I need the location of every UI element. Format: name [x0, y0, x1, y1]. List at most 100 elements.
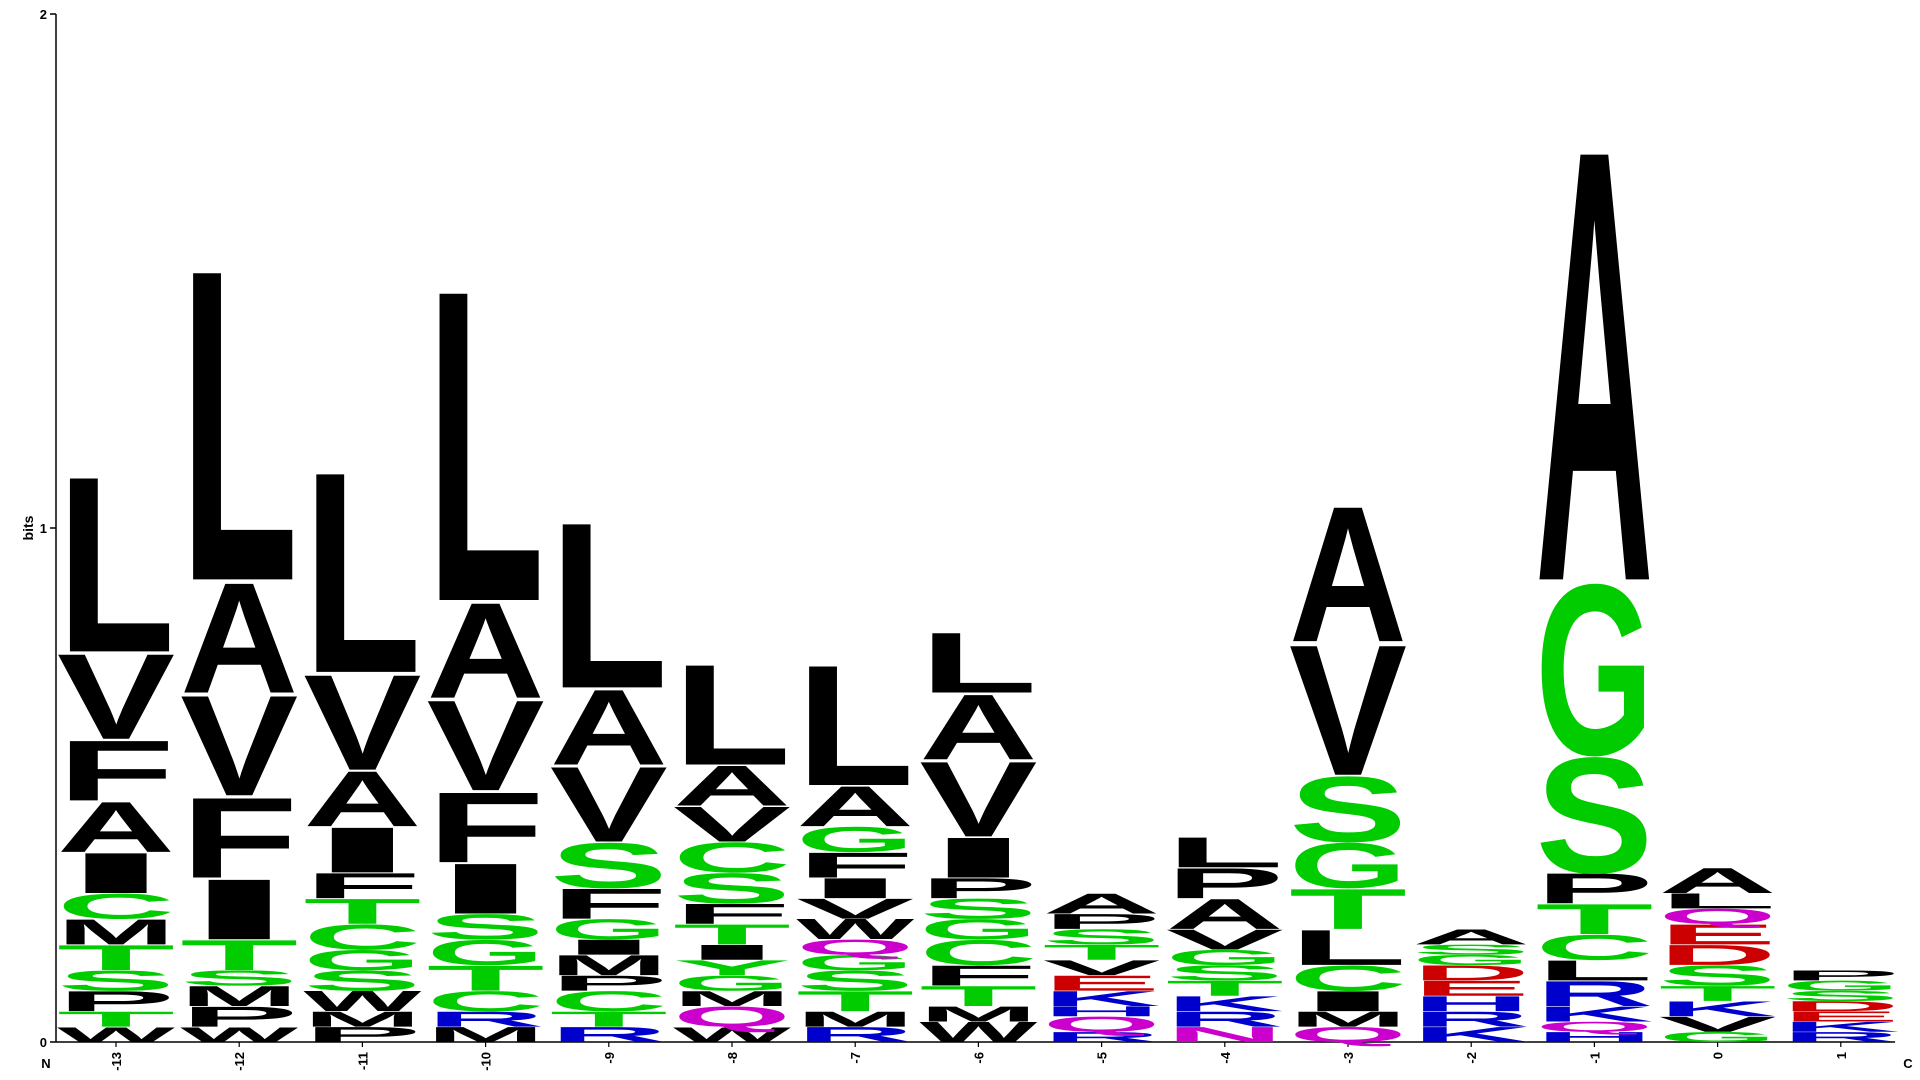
logo-letter: F [796, 845, 914, 885]
logo-letter: S [1535, 724, 1653, 908]
logo-letter: P [1166, 859, 1284, 907]
logo-letter: A [57, 787, 175, 867]
logo-letter: L [303, 411, 421, 733]
logo-letter: Q [1659, 904, 1777, 928]
logo-letter: A [550, 668, 668, 788]
logo-letter: P [303, 1023, 421, 1047]
logo-letter: A [1659, 861, 1777, 901]
logo-letter: Q [1043, 1012, 1161, 1036]
logo-letter: H [1535, 1029, 1653, 1045]
logo-letter: T [673, 919, 791, 951]
x-tick-label: -8 [725, 1052, 740, 1064]
logo-letter: T [1659, 982, 1777, 1006]
logo-letter: V [180, 666, 298, 826]
logo-letter: I [57, 841, 175, 905]
logo-letter: Y [673, 956, 791, 980]
logo-letter: G [1782, 978, 1900, 994]
logo-letter: M [796, 1007, 914, 1031]
logo-letter: A [1535, 20, 1653, 710]
logo-letter: S [1782, 988, 1900, 1004]
logo-letter: S [919, 893, 1037, 925]
logo-letter: G [796, 951, 914, 975]
logo-letter: S [796, 965, 914, 997]
x-tick-label: -10 [479, 1052, 494, 1071]
logo-letter: W [180, 1023, 298, 1047]
x-tick-label: -11 [355, 1052, 370, 1070]
logo-letter: M [550, 949, 668, 981]
logo-letter: T [1535, 895, 1653, 943]
logo-letter: M [673, 987, 791, 1011]
logo-letter: K [1166, 992, 1284, 1016]
logo-letter: I [427, 848, 545, 928]
x-tick-label: -9 [602, 1052, 617, 1064]
logo-letter: G [1412, 952, 1530, 968]
logo-letter: T [57, 1007, 175, 1031]
logo-letter: S [57, 965, 175, 997]
logo-letter: L [673, 635, 791, 795]
logo-letter: L [180, 176, 298, 674]
logo-letter: L [57, 425, 175, 705]
logo-letter: P [919, 872, 1037, 904]
logo-letter: V [673, 796, 791, 852]
logo-letter: E [1412, 976, 1530, 1000]
logo-letter: M [1289, 1007, 1407, 1031]
logo-letter: R [1412, 1007, 1530, 1031]
logo-letter: G [919, 913, 1037, 945]
logo-letter: F [673, 898, 791, 930]
y-tick-label: 0 [40, 1035, 47, 1050]
logo-letter: S [303, 965, 421, 997]
logo-letter: A [796, 774, 914, 838]
letter-stacks: WTPSTMCIAFVLWPMSTIFVALPMWSGCTFIAVLMRCTGS… [57, 20, 1900, 1048]
logo-letter: M [180, 980, 298, 1012]
logo-letter: G [550, 913, 668, 945]
logo-letter: M [919, 1002, 1037, 1026]
logo-letter: L [550, 473, 668, 738]
logo-letter: H [1043, 1003, 1161, 1019]
logo-letter: R [427, 1007, 545, 1031]
logo-letter: C [57, 886, 175, 926]
logo-letter: K [1412, 1023, 1530, 1047]
logo-letter: G [796, 820, 914, 860]
x-tick-label: -13 [109, 1052, 124, 1071]
logo-letter: S [550, 830, 668, 902]
logo-letter: T [303, 891, 421, 931]
logo-letter: K [1782, 1019, 1900, 1035]
logo-letter: W [673, 1023, 791, 1047]
c-terminus-label: C [1903, 1056, 1913, 1071]
logo-letter: F [919, 960, 1037, 992]
x-tick-label: -6 [971, 1052, 986, 1064]
logo-letter: A [1166, 890, 1284, 938]
y-ticks: 0 1 2 [40, 7, 56, 1050]
logo-letter: T [796, 985, 914, 1017]
logo-letter: G [1166, 945, 1284, 969]
logo-letter: C [673, 834, 791, 882]
x-tick-label: -3 [1341, 1052, 1356, 1064]
logo-letter: V [796, 893, 914, 925]
logo-letter: T [1043, 940, 1161, 964]
logo-letter: G [673, 971, 791, 995]
logo-letter: H [1412, 992, 1530, 1016]
logo-letter: S [673, 864, 791, 912]
logo-letter: V [1166, 923, 1284, 955]
n-terminus-label: N [41, 1056, 50, 1071]
logo-letter: R [1043, 1029, 1161, 1045]
logo-letter: G [427, 933, 545, 973]
logo-letter: R [1535, 974, 1653, 1014]
y-tick-label: 2 [40, 7, 47, 22]
logo-letter: T [57, 938, 175, 978]
logo-letter: G [303, 944, 421, 976]
logo-letter: I [303, 814, 421, 886]
logo-letter: I [796, 872, 914, 904]
logo-letter: C [303, 917, 421, 957]
logo-letter: G [1289, 829, 1407, 902]
logo-letter: V [1659, 1012, 1777, 1036]
logo-letter: A [1043, 888, 1161, 920]
logo-letter: R [1166, 1007, 1284, 1031]
logo-letter: V [1043, 956, 1161, 980]
logo-letter: C [550, 985, 668, 1017]
logo-letter: V [57, 629, 175, 766]
x-tick-label: 0 [1711, 1052, 1726, 1059]
logo-letter: C [1289, 958, 1407, 998]
logo-letter: L [1535, 955, 1653, 987]
